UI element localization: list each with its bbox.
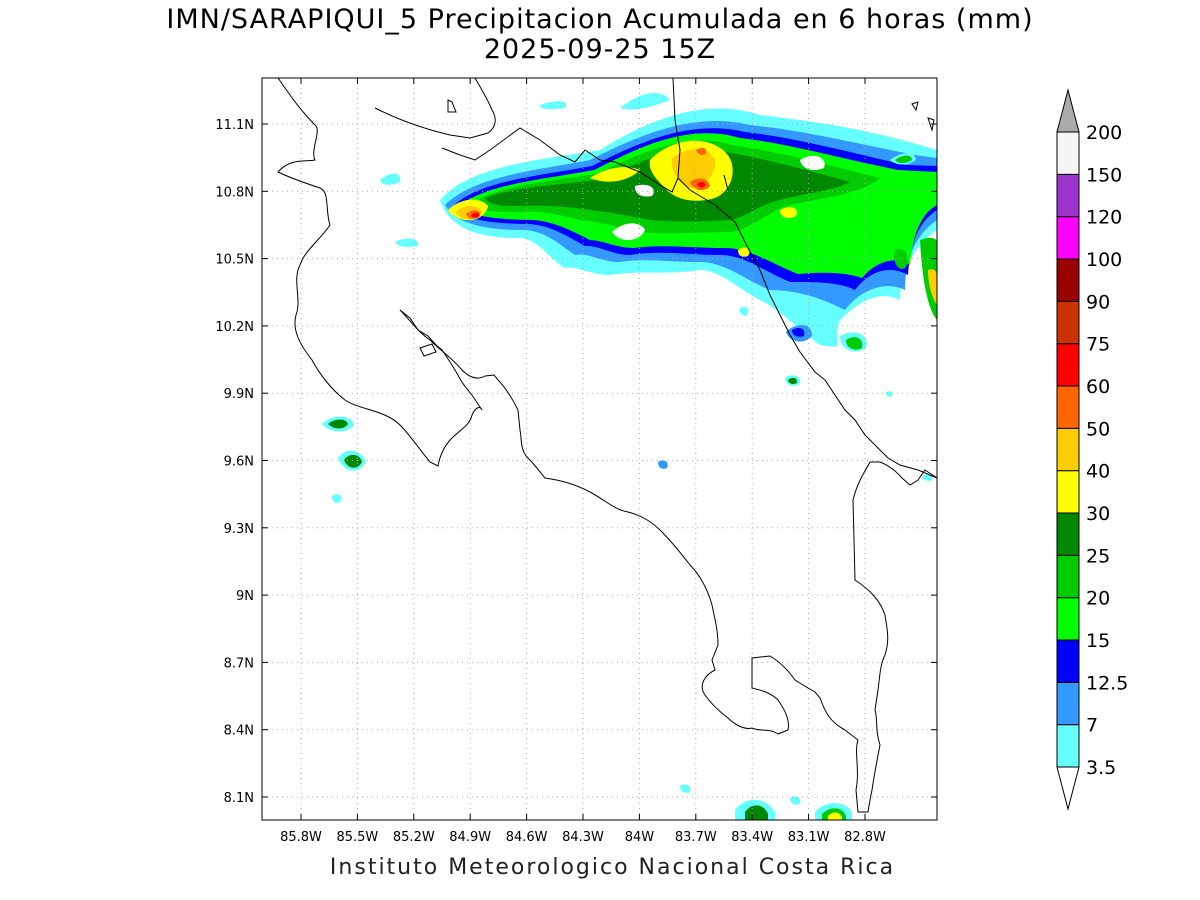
colorbar-swatch	[1056, 554, 1080, 599]
coastline	[277, 78, 937, 813]
longitude-axis: 85.8W 85.5W 85.2W 84.9W 84.6W 84.3W 84W 83.7W 83…	[280, 78, 886, 845]
colorbar-swatch	[1056, 131, 1080, 175]
colorbar-swatch	[1056, 173, 1080, 218]
colorbar-swatch	[1056, 512, 1080, 556]
map-date: 2025-09-25 15Z	[483, 34, 717, 65]
footer-credit: Instituto Meteorologico Nacional Costa R…	[329, 855, 896, 880]
lat-tick-label: 9.9N	[224, 387, 254, 402]
colorbar-label: 75	[1086, 334, 1110, 356]
national-border	[441, 78, 937, 479]
lat-tick-label: 9.6N	[224, 455, 254, 470]
lon-tick-label: 82.8W	[844, 830, 886, 845]
colorbar-swatch	[1056, 385, 1080, 429]
colorbar-swatch	[1056, 597, 1080, 641]
colorbar-label: 100	[1086, 249, 1122, 271]
colorbar-label: 30	[1086, 503, 1110, 525]
colorbar-label: 3.5	[1086, 757, 1116, 779]
colorbar-label: 120	[1086, 207, 1122, 229]
colorbar-label: 15	[1086, 630, 1110, 652]
colorbar-label: 60	[1086, 376, 1110, 398]
lon-tick-label: 83.7W	[675, 830, 717, 845]
colorbar-swatch	[1056, 216, 1080, 260]
colorbar-label: 200	[1086, 122, 1122, 144]
colorbar-label: 25	[1086, 545, 1110, 567]
colorbar-label: 40	[1086, 461, 1110, 483]
lat-tick-label: 11.1N	[215, 118, 254, 133]
lat-tick-label: 9.3N	[224, 522, 254, 537]
colorbar-label: 7	[1086, 715, 1098, 737]
colorbar-swatch	[1056, 258, 1080, 302]
colorbar-swatch	[1056, 343, 1080, 387]
latitude-axis: 11.1N 10.8N 10.5N 10.2N 9.9N 9.6N 9.3N 9N 8.7N 8.…	[215, 118, 937, 806]
lon-tick-label: 84.9W	[449, 830, 491, 845]
lat-tick-label: 10.2N	[215, 320, 254, 335]
plot-frame	[261, 77, 938, 821]
colorbar-swatch	[1056, 470, 1080, 514]
lon-tick-label: 83.1W	[788, 830, 830, 845]
colorbar-swatch	[1056, 300, 1080, 345]
colorbar-label: 12.5	[1086, 672, 1128, 694]
colorbar-swatch	[1056, 639, 1080, 683]
colorbar-swatch	[1056, 724, 1080, 768]
lon-tick-label: 83.4W	[731, 830, 773, 845]
colorbar-label: 20	[1086, 588, 1110, 610]
colorbar-swatch	[1056, 681, 1080, 726]
colorbar-label: 150	[1086, 164, 1122, 186]
lat-tick-label: 9N	[236, 589, 254, 604]
lat-tick-label: 10.5N	[215, 253, 254, 268]
lon-tick-label: 85.2W	[393, 830, 435, 845]
colorbar-min-arrow	[1056, 766, 1080, 811]
precipitation-field	[322, 93, 937, 820]
lat-tick-label: 8.1N	[224, 791, 254, 806]
lon-tick-label: 84.3W	[562, 830, 604, 845]
grid-lines	[262, 78, 937, 820]
lat-tick-label: 10.8N	[215, 185, 254, 200]
lon-tick-label: 85.8W	[280, 830, 322, 845]
lat-tick-label: 8.7N	[224, 656, 254, 671]
colorbar-label: 90	[1086, 291, 1110, 313]
lon-tick-label: 85.5W	[336, 830, 378, 845]
colorbar-swatch	[1056, 427, 1080, 472]
colorbar: 3.5 7 12.5 15 20 25 30 40 50 60 75 90 100 120 150 200	[1056, 88, 1128, 811]
lon-tick-label: 84W	[625, 830, 655, 845]
lon-tick-label: 84.6W	[506, 830, 548, 845]
colorbar-max-arrow	[1056, 88, 1080, 133]
map-title: IMN/SARAPIQUI_5 Precipitacion Acumulada …	[166, 4, 1034, 35]
lat-tick-label: 8.4N	[224, 724, 254, 739]
colorbar-label: 50	[1086, 418, 1110, 440]
